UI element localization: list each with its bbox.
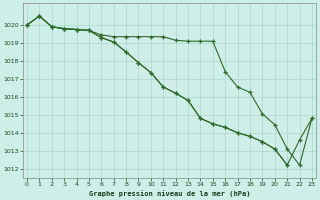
X-axis label: Graphe pression niveau de la mer (hPa): Graphe pression niveau de la mer (hPa) xyxy=(89,190,250,197)
